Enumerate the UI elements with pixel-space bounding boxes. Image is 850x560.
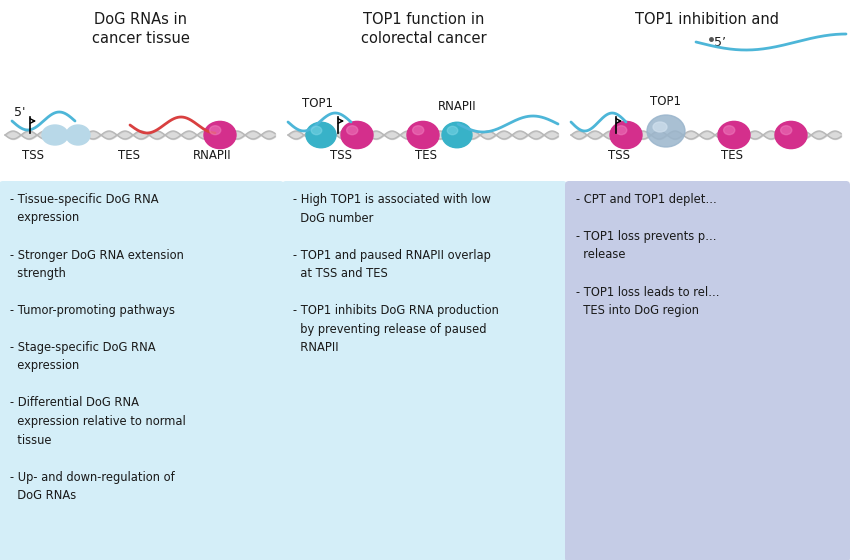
Text: TOP1: TOP1 [303, 97, 333, 110]
Ellipse shape [407, 122, 439, 148]
FancyBboxPatch shape [0, 181, 284, 560]
Text: TOP1 inhibition and: TOP1 inhibition and [635, 12, 779, 27]
Ellipse shape [653, 122, 667, 132]
Ellipse shape [447, 127, 458, 135]
Text: TSS: TSS [330, 149, 352, 162]
Text: - High TOP1 is associated with low
  DoG number

- TOP1 and paused RNAPII overla: - High TOP1 is associated with low DoG n… [293, 193, 499, 354]
Ellipse shape [347, 125, 358, 135]
Ellipse shape [615, 125, 626, 135]
Ellipse shape [442, 122, 472, 148]
Ellipse shape [723, 125, 734, 135]
Text: TSS: TSS [22, 149, 44, 162]
Ellipse shape [204, 122, 236, 148]
Text: - CPT and TOP1 deplet…

- TOP1 loss prevents p…
  release

- TOP1 loss leads to : - CPT and TOP1 deplet… - TOP1 loss preve… [576, 193, 720, 317]
Text: TES: TES [415, 149, 437, 162]
Text: RNAPII: RNAPII [193, 149, 231, 162]
Ellipse shape [311, 127, 322, 135]
Text: TES: TES [721, 149, 743, 162]
Ellipse shape [306, 122, 336, 148]
Ellipse shape [775, 122, 807, 148]
Ellipse shape [718, 122, 750, 148]
Ellipse shape [610, 122, 642, 148]
FancyBboxPatch shape [565, 181, 850, 560]
Text: TSS: TSS [608, 149, 630, 162]
Text: RNAPII: RNAPII [438, 100, 477, 113]
FancyBboxPatch shape [282, 181, 567, 560]
Text: TOP1 function in
colorectal cancer: TOP1 function in colorectal cancer [361, 12, 487, 46]
Ellipse shape [42, 125, 68, 145]
Text: 5’: 5’ [714, 36, 726, 49]
Text: - Tissue-specific DoG RNA
  expression

- Stronger DoG RNA extension
  strength
: - Tissue-specific DoG RNA expression - S… [10, 193, 186, 502]
Text: 5': 5' [14, 106, 26, 119]
Ellipse shape [412, 125, 424, 135]
Text: TES: TES [118, 149, 140, 162]
Ellipse shape [647, 115, 685, 147]
Ellipse shape [780, 125, 792, 135]
Text: TOP1: TOP1 [650, 95, 682, 108]
Ellipse shape [210, 125, 221, 135]
Text: DoG RNAs in
cancer tissue: DoG RNAs in cancer tissue [92, 12, 190, 46]
Ellipse shape [341, 122, 373, 148]
Ellipse shape [66, 125, 90, 145]
